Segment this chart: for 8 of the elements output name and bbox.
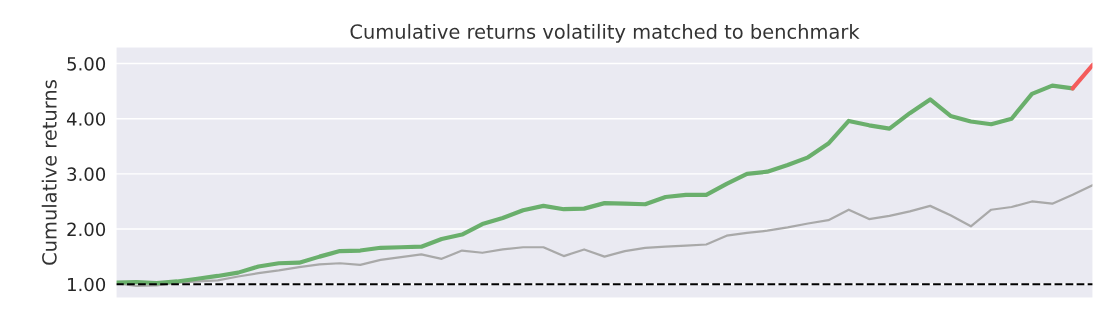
y-tick-label: 5.00 xyxy=(67,57,106,71)
y-tick-label: 1.00 xyxy=(68,277,106,292)
y-tick-label: 3.00 xyxy=(67,167,106,181)
chart-title: Cumulative returns volatility matched to benchmark xyxy=(350,23,860,43)
y-tick-label: 2.00 xyxy=(67,222,106,237)
y-tick-label: 4.00 xyxy=(66,112,106,126)
line-series xyxy=(116,83,1075,286)
y-axis-title: Cumulative returns xyxy=(41,80,57,265)
